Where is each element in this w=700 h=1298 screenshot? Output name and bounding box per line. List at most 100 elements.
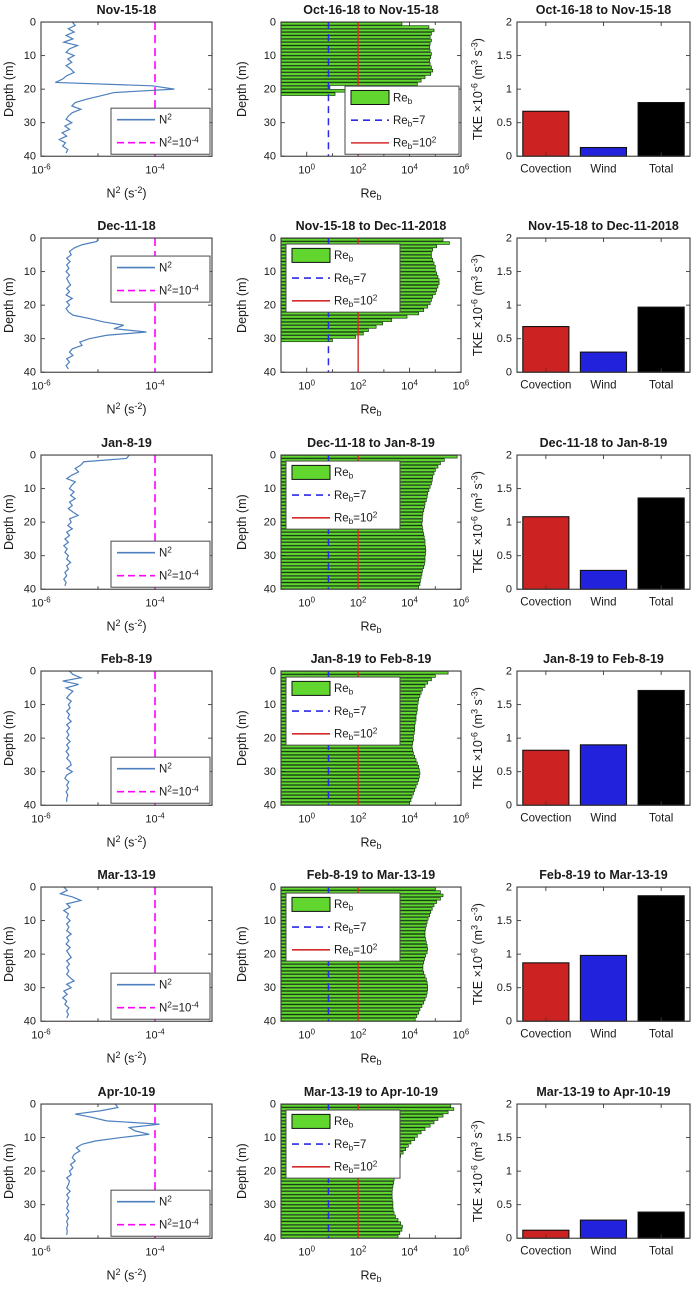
reb-bar	[280, 768, 420, 772]
chart-title: Jan-8-19 to Feb-8-19	[311, 652, 432, 666]
legend-label: Reb	[393, 92, 413, 106]
tke-bar-covection	[522, 749, 570, 806]
reb-bar	[280, 82, 418, 86]
legend-label: N2=10-4	[159, 283, 199, 298]
reb-bar	[280, 58, 430, 63]
y-tick-label: 10	[264, 1132, 276, 1144]
y-axis-label: Depth (m)	[235, 494, 249, 550]
legend-label: Reb	[334, 251, 354, 265]
y-tick-label: 10	[264, 266, 276, 278]
x-tick-label: 102	[350, 595, 367, 609]
y-tick-label: 0	[270, 449, 276, 461]
reb-bar	[280, 781, 418, 786]
reb-bar	[280, 52, 432, 56]
y-tick-label: 20	[264, 300, 276, 312]
y-tick-label: 0	[270, 666, 276, 678]
reb-bar	[280, 778, 419, 782]
x-category-label: Covection	[520, 1029, 571, 1041]
legend-label: N2	[159, 111, 172, 126]
legend-label: N2=10-4	[159, 783, 199, 798]
legend-label: Reb=102	[334, 1158, 378, 1175]
panel-r1-n2-profile: Nov-15-18 0 10 20 30 40 Depth (m) 10-6 10-4 N2 (s…	[0, 0, 233, 216]
y-tick-label: 0.5	[497, 1199, 512, 1211]
y-tick-label: 0	[506, 800, 512, 812]
y-tick-label: 40	[264, 800, 276, 812]
x-category-label: Covection	[520, 380, 571, 392]
reb-bar	[280, 1008, 421, 1012]
panel-r3-tke-bars: Dec-11-18 to Jan-8-19 0 0.5 1 1.5 2 TKE ×10-6 …	[470, 433, 700, 649]
y-axis-label: Depth (m)	[2, 710, 16, 766]
x-category-label: Covection	[520, 812, 571, 824]
reb-bar	[280, 322, 383, 326]
y-tick-label: 0.5	[497, 550, 512, 562]
y-tick-label: 0.5	[497, 334, 512, 346]
reb-bar	[280, 788, 416, 792]
reb-bar	[280, 1103, 452, 1108]
x-axis-label: N2 (s-2)	[106, 401, 146, 417]
x-tick-label: 100	[298, 1244, 315, 1258]
reb-bar	[280, 585, 419, 589]
reb-bar	[280, 578, 421, 583]
y-tick-label: 0	[506, 1232, 512, 1244]
reb-bar	[280, 335, 356, 340]
reb-bar	[280, 568, 423, 573]
x-category-label: Total	[649, 812, 673, 824]
y-tick-label: 20	[24, 1165, 36, 1177]
y-tick-label: 40	[24, 1016, 36, 1028]
tke-bar-total	[637, 689, 685, 806]
y-tick-label: 30	[24, 117, 36, 129]
reb-bar	[280, 798, 412, 802]
y-tick-label: 1.5	[497, 699, 512, 711]
reb-bar	[280, 967, 424, 972]
y-tick-label: 20	[264, 1165, 276, 1177]
x-tick-label: 100	[298, 595, 315, 609]
plot-box	[280, 886, 462, 1023]
x-tick-label: 106	[453, 1244, 470, 1258]
panel-r6-tke-bars: Mar-13-19 to Apr-10-19 0 0.5 1 1.5 2 TKE ×10-6…	[470, 1082, 700, 1298]
y-tick-label: 1	[506, 949, 512, 961]
plot-box	[516, 1103, 691, 1239]
tke-bar-wind	[579, 955, 628, 1023]
plot-box	[516, 454, 691, 590]
y-tick-label: 20	[264, 84, 276, 96]
legend-label: Reb=102	[334, 942, 378, 959]
reb-bar	[280, 318, 392, 323]
plot-box	[40, 237, 213, 374]
reb-bar	[280, 454, 458, 459]
reb-bar	[280, 72, 432, 76]
plot-box	[516, 670, 691, 806]
y-tick-label: 1	[506, 84, 512, 96]
legend-label: Reb	[334, 900, 354, 914]
y-tick-label: 0.5	[497, 766, 512, 778]
y-tick-label: 1.5	[497, 266, 512, 278]
reb-bar	[280, 1184, 394, 1188]
reb-bar	[280, 545, 426, 549]
reb-bar	[280, 575, 422, 579]
reb-bar	[280, 1011, 419, 1015]
panel-r5-tke-bars: Feb-8-19 to Mar-13-19 0 0.5 1 1.5 2 TKE ×10-6 …	[470, 865, 700, 1081]
n2-profile-line	[58, 887, 83, 1019]
reb-bar	[280, 565, 425, 569]
legend-box	[110, 972, 211, 1021]
x-tick-label: 10-6	[31, 811, 51, 825]
x-tick-label: 102	[350, 811, 367, 825]
reb-bar	[280, 582, 421, 586]
reb-bar	[280, 964, 424, 968]
legend-label: Reb=102	[334, 293, 378, 310]
x-tick-label: 10-6	[31, 379, 51, 393]
reb-bar	[280, 994, 427, 999]
reb-bar	[280, 25, 430, 29]
x-category-label: Covection	[520, 163, 571, 175]
reb-bar	[280, 62, 431, 66]
reb-bar	[280, 79, 422, 83]
n2-profile-line	[62, 454, 130, 586]
y-tick-label: 0.5	[497, 982, 512, 994]
chart-title: Dec-11-18 to Jan-8-19	[540, 436, 668, 450]
y-tick-label: 10	[24, 266, 36, 278]
tke-bar-covection	[522, 515, 570, 590]
x-tick-label: 106	[453, 162, 470, 176]
plot-box	[516, 237, 691, 374]
legend-label: Reb=7	[334, 706, 366, 720]
y-tick-label: 0	[30, 666, 36, 678]
